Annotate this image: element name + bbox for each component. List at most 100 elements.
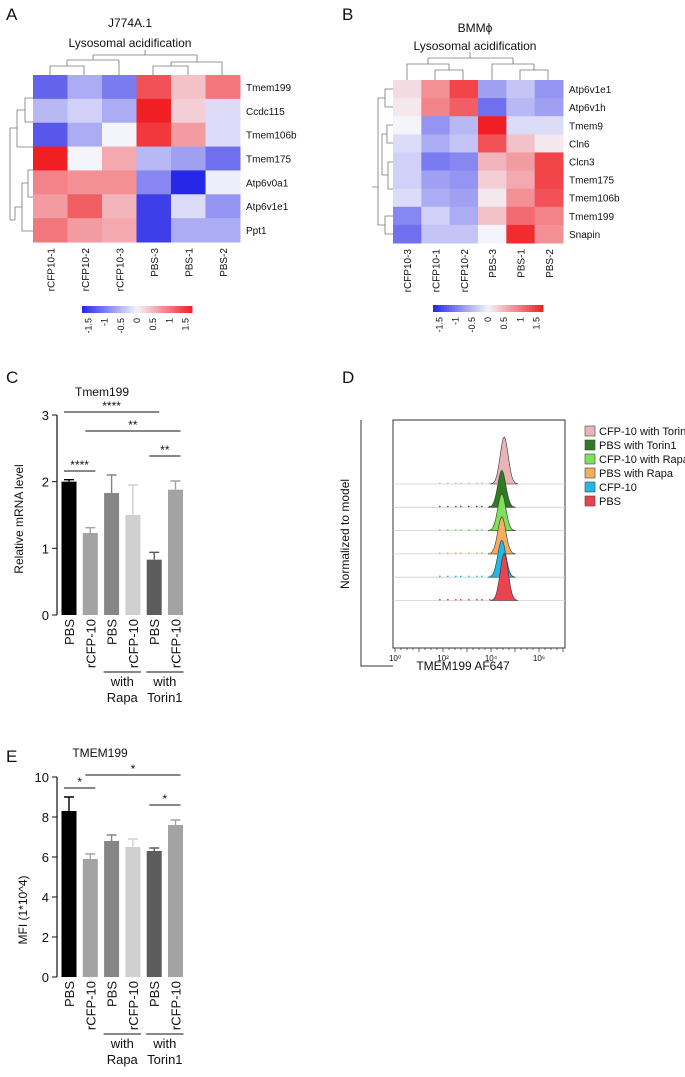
heatmap-b-cell xyxy=(534,152,564,172)
hist-dot xyxy=(489,505,491,508)
heatmap-a-col-label: rCFP10-3 xyxy=(115,248,126,292)
heatmap-a-colorbar-segment xyxy=(186,306,190,313)
heatmap-a-colorbar-segment xyxy=(104,306,108,313)
heatmap-a-cell xyxy=(67,122,103,148)
hist-dot xyxy=(455,529,457,531)
heatmap-a-colorbar-segment xyxy=(117,306,121,313)
hist-dot xyxy=(468,505,470,508)
bar-e-title: TMEM199 xyxy=(72,746,128,760)
heatmap-b-cell xyxy=(478,116,507,135)
heatmap-a-row-label: Ccdc115 xyxy=(246,107,285,118)
heatmap-b-col-label: rCFP10-1 xyxy=(432,249,443,293)
heatmap-b-colorbar-segment xyxy=(463,305,467,312)
heatmap-b-dendrogram xyxy=(428,52,549,80)
hist-frame xyxy=(392,419,566,649)
heatmap-a-cell xyxy=(205,75,241,100)
hist-legend-label: CFP-10 with Torin1 xyxy=(599,426,685,438)
heatmap-a-cell xyxy=(102,75,137,100)
heatmap-a-cell xyxy=(67,218,103,243)
bar-e-error-bar xyxy=(149,847,160,851)
heatmap-a-colorbar-tick: 0.5 xyxy=(148,318,158,331)
hist-curve xyxy=(488,469,516,508)
hist-dot xyxy=(455,599,457,601)
bar-c-category-label: rCFP-10 xyxy=(169,619,184,668)
heatmap-a-cell xyxy=(205,194,241,219)
heatmap-b-cell xyxy=(393,170,422,190)
heatmap-a-colorbar-tick: -1 xyxy=(100,318,110,326)
hist-dot xyxy=(455,552,457,554)
bar-e-bar xyxy=(125,847,141,977)
bar-c-category-label: rCFP-10 xyxy=(83,619,98,668)
hist-dot xyxy=(497,575,499,578)
hist-x-tick-label: 10² xyxy=(437,654,449,663)
bar-e-y-tick-label: 0 xyxy=(42,970,49,985)
heatmap-a-cell xyxy=(136,75,172,100)
heatmap-b-cell xyxy=(421,206,451,226)
heatmap-b-row-label: Atp6v1h xyxy=(569,103,606,114)
heatmap-b-cell xyxy=(506,116,536,135)
hist-dot xyxy=(455,482,457,484)
bar-e-bar xyxy=(146,851,162,977)
heatmap-b-colorbar-segment xyxy=(537,305,541,312)
hist-dot xyxy=(476,529,478,531)
heatmap-a-cell xyxy=(33,122,68,148)
heatmap-b-colorbar-segment xyxy=(493,305,497,312)
hist-dot xyxy=(476,505,478,508)
heatmap-a-cell xyxy=(136,98,172,124)
heatmap-a-colorbar-segment xyxy=(123,306,127,313)
bar-c-error-bar xyxy=(85,526,96,533)
heatmap-a-colorbar-segment xyxy=(137,306,141,313)
heatmap-a-colorbar-segment xyxy=(167,306,171,313)
heatmap-b-colorbar-segment xyxy=(438,305,442,312)
heatmap-b-colorbar-segment xyxy=(496,305,500,312)
heatmap-b-cell xyxy=(506,188,536,208)
heatmap-a-row-label: Atp6v1e1 xyxy=(246,202,289,213)
heatmap-b-cell xyxy=(393,224,422,244)
heatmap-b-cell xyxy=(421,188,451,208)
bar-e-significance-label: * xyxy=(131,762,136,776)
heatmap-b-cell xyxy=(534,98,564,117)
heatmap-b-cell xyxy=(393,80,422,99)
heatmap-b-col-label: rCFP10-3 xyxy=(403,249,414,293)
heatmap-b-colorbar-segment xyxy=(482,305,486,312)
bar-c-y-tick-label: 1 xyxy=(42,541,49,556)
heatmap-a-colorbar-segment xyxy=(142,306,146,313)
bar-e-bar xyxy=(82,859,98,977)
bar-e-y-tick-label: 2 xyxy=(42,930,49,945)
heatmap-b-cell xyxy=(506,152,536,172)
hist-dot xyxy=(481,529,483,531)
heatmap-a-colorbar-segment xyxy=(109,306,113,313)
heatmap-b-col-label: rCFP10-2 xyxy=(460,249,471,293)
heatmap-b-cell xyxy=(534,134,564,153)
bar-e-bar xyxy=(104,841,120,977)
heatmap-a-row-label: Ppt1 xyxy=(246,226,267,237)
heatmap-a-row-label: Tmem199 xyxy=(246,83,291,94)
heatmap-b-cell xyxy=(421,134,451,153)
bar-e-group-label2: Torin1 xyxy=(147,1052,182,1067)
bar-e-group-label: with xyxy=(152,1036,176,1051)
heatmap-b-colorbar-segment xyxy=(501,305,505,312)
hist-dot xyxy=(489,599,491,601)
heatmap-a-colorbar-tick: 0 xyxy=(132,318,142,323)
heatmap-b-cell xyxy=(421,80,451,99)
heatmap-a-col-label: PBS-1 xyxy=(184,248,195,277)
heatmap-a-title-line2: Lysosomal acidification xyxy=(69,36,192,50)
heatmap-b-cell xyxy=(449,98,479,117)
hist-dot xyxy=(439,575,441,578)
hist-curve xyxy=(488,539,516,578)
hist-legend-label: CFP-10 with Rapa xyxy=(599,454,685,466)
hist-curve xyxy=(488,516,516,555)
hist-dot xyxy=(460,575,462,578)
heatmap-a-cell xyxy=(102,122,137,148)
heatmap-b-dendrogram xyxy=(372,88,393,235)
heatmap-b-cell xyxy=(393,98,422,117)
heatmap-a-col-label: PBS-2 xyxy=(219,248,230,277)
bar-e-error-bar xyxy=(64,796,74,811)
heatmap-a-cell xyxy=(67,75,103,100)
heatmap-a-colorbar-segment xyxy=(148,306,152,313)
heatmap-b-colorbar-segment xyxy=(485,305,489,312)
panel-label-b: B xyxy=(342,5,353,24)
bar-e-bar xyxy=(168,825,183,977)
heatmap-b-row-label: Atp6v1e1 xyxy=(569,85,612,96)
heatmap-b-cell xyxy=(506,80,536,99)
